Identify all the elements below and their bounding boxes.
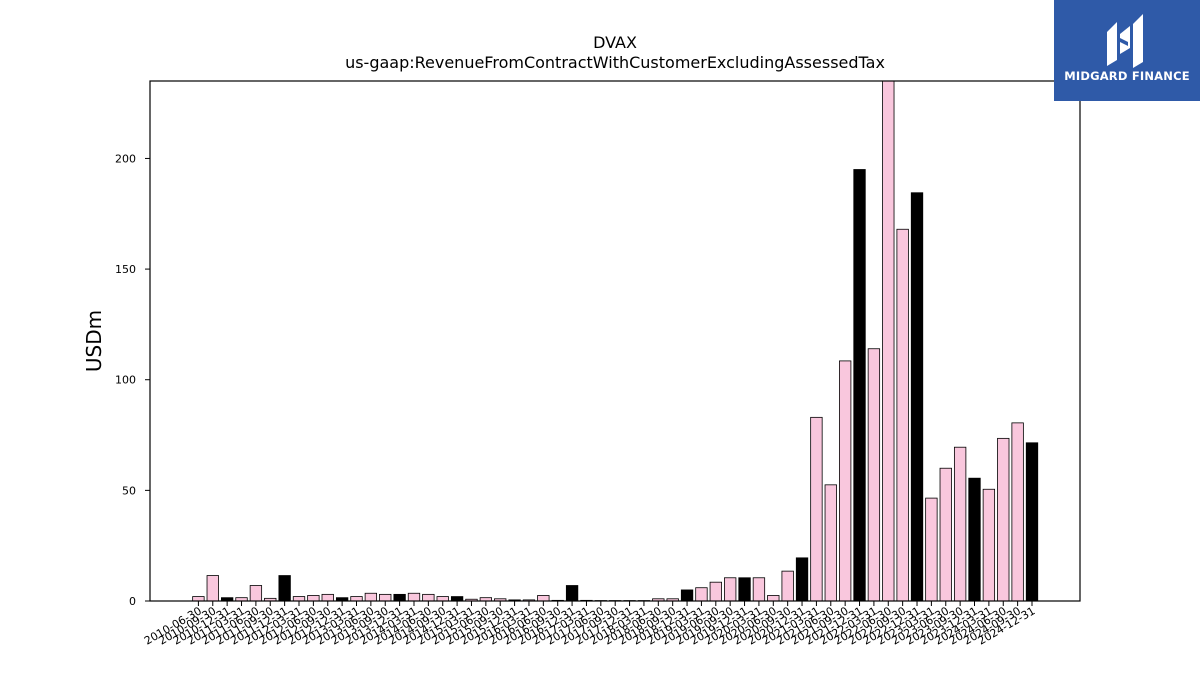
logo-text: MIDGARD FINANCE: [1064, 69, 1190, 83]
bar: [350, 596, 363, 602]
bar: [249, 585, 263, 602]
bar: [867, 348, 881, 602]
bar: [968, 477, 981, 602]
bar: [537, 595, 550, 602]
plot-frame: [149, 80, 1081, 602]
bar: [997, 437, 1010, 602]
bar: [724, 577, 737, 602]
bar: [364, 592, 378, 602]
bar: [422, 593, 435, 602]
bar: [450, 596, 464, 602]
y-tick-label: 100: [115, 374, 136, 387]
bar: [925, 497, 938, 602]
bar: [810, 416, 823, 602]
bar: [767, 595, 780, 602]
chart-title: DVAX: [593, 33, 637, 52]
bar: [982, 488, 996, 602]
bar: [307, 595, 320, 602]
bar: [795, 557, 809, 602]
bar: [565, 585, 579, 602]
bar: [781, 570, 794, 602]
y-tick-label: 200: [115, 152, 136, 165]
brand-logo: MIDGARD FINANCE: [1054, 0, 1200, 101]
logo-mark-icon: [1107, 14, 1143, 68]
bar: [910, 192, 924, 602]
bar: [206, 575, 219, 602]
bar: [393, 593, 406, 602]
bar: [709, 581, 722, 602]
bar: [824, 484, 837, 602]
y-tick-label: 0: [129, 595, 136, 608]
bar: [738, 577, 751, 602]
bar: [407, 592, 421, 602]
bar: [839, 360, 852, 602]
bar: [379, 593, 392, 602]
bar: [953, 446, 967, 602]
bar: [321, 593, 334, 602]
bar: [278, 575, 291, 602]
bar: [436, 596, 449, 602]
plot-area: 2010-06-302010-09-302010-12-312011-03-31…: [115, 80, 1081, 648]
bar: [752, 577, 766, 602]
chart-subtitle: us-gaap:RevenueFromContractWithCustomerE…: [345, 53, 885, 72]
bar: [680, 589, 694, 602]
bar: [1011, 422, 1024, 602]
bar: [292, 596, 306, 602]
y-axis-label: USDm: [82, 310, 106, 372]
y-tick-label: 150: [115, 263, 136, 276]
bar: [882, 80, 895, 602]
bar: [896, 228, 909, 602]
bar: [1025, 442, 1039, 602]
bar: [192, 596, 205, 602]
bar: [853, 169, 866, 602]
bar: [695, 587, 708, 602]
y-tick-label: 50: [122, 484, 136, 497]
bar: [939, 467, 952, 602]
